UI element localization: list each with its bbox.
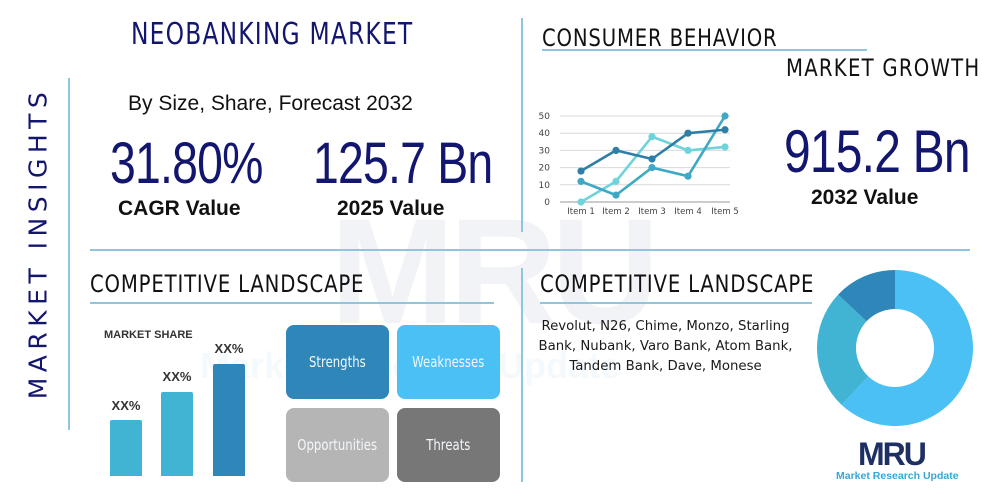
- svg-text:Item 4: Item 4: [674, 207, 701, 217]
- competitive-left-underline: [90, 302, 494, 304]
- donut-chart: [817, 270, 973, 426]
- chart-x-ticks: Item 1 Item 2 Item 3 Item 4 Item 5: [567, 207, 738, 217]
- cagr-label: CAGR Value: [118, 197, 241, 220]
- logo-mark: MRU: [858, 436, 927, 472]
- svg-text:20: 20: [539, 164, 551, 174]
- svg-text:Item 5: Item 5: [711, 207, 738, 217]
- market-share-bar-3: [213, 364, 245, 476]
- swot-weaknesses[interactable]: Weaknesses: [397, 325, 500, 399]
- svg-text:Item 3: Item 3: [638, 207, 665, 217]
- vertical-title: MARKET INSIGHTS: [23, 86, 53, 400]
- left-vertical-divider: [68, 78, 70, 430]
- market-share-title: MARKET SHARE: [104, 329, 193, 341]
- value-2025: 125.7 Bn: [313, 131, 493, 196]
- top-center-divider: [521, 18, 523, 232]
- logo-text: Market Research Update: [836, 470, 959, 482]
- value-2025-label: 2025 Value: [337, 197, 445, 220]
- bar-label-1: XX%: [111, 398, 141, 413]
- svg-text:40: 40: [539, 129, 551, 139]
- swot-threats[interactable]: Threats: [397, 408, 500, 482]
- bar-label-2: XX%: [162, 369, 192, 384]
- swot-strengths[interactable]: Strengths: [286, 325, 389, 399]
- cagr-value: 31.80%: [110, 131, 263, 196]
- bar-label-3: XX%: [214, 341, 244, 356]
- swot-strengths-label: Strengths: [309, 353, 366, 371]
- swot-opportunities[interactable]: Opportunities: [286, 408, 389, 482]
- swot-threats-label: Threats: [426, 436, 471, 454]
- competitive-landscape-title-right: COMPETITIVE LANDSCAPE: [540, 270, 815, 298]
- market-growth-title: MARKET GROWTH: [786, 54, 981, 82]
- consumer-behavior-title: CONSUMER BEHAVIOR: [542, 24, 778, 52]
- bottom-center-divider: [521, 268, 523, 482]
- chart-series: [577, 112, 729, 206]
- svg-text:Item 2: Item 2: [602, 207, 629, 217]
- market-share-bar-1: [110, 420, 142, 476]
- competitive-landscape-title-left: COMPETITIVE LANDSCAPE: [90, 270, 365, 298]
- svg-text:30: 30: [539, 146, 551, 156]
- horizontal-divider: [90, 249, 970, 251]
- svg-text:Item 1: Item 1: [567, 207, 594, 217]
- value-2032-label: 2032 Value: [811, 186, 919, 209]
- mru-logo: MRU Market Research Update: [836, 436, 966, 491]
- competitive-right-underline: [540, 302, 812, 304]
- chart-grid: [560, 115, 730, 203]
- value-2032: 915.2 Bn: [784, 118, 971, 185]
- consumer-behavior-underline: [542, 49, 867, 51]
- svg-text:10: 10: [539, 181, 551, 191]
- donut-segments: [817, 270, 973, 426]
- company-list: Revolut, N26, Chime, Monzo, Starling Ban…: [538, 319, 793, 374]
- chart-y-ticks: 0 10 20 30 40 50: [539, 112, 551, 208]
- svg-text:50: 50: [539, 112, 551, 122]
- swot-opportunities-label: Opportunities: [297, 436, 378, 454]
- swot-weaknesses-label: Weaknesses: [412, 353, 485, 371]
- svg-text:0: 0: [544, 198, 550, 208]
- page-title: NEOBANKING MARKET: [131, 17, 414, 52]
- subtitle: By Size, Share, Forecast 2032: [128, 92, 413, 115]
- market-share-bar-2: [161, 392, 193, 476]
